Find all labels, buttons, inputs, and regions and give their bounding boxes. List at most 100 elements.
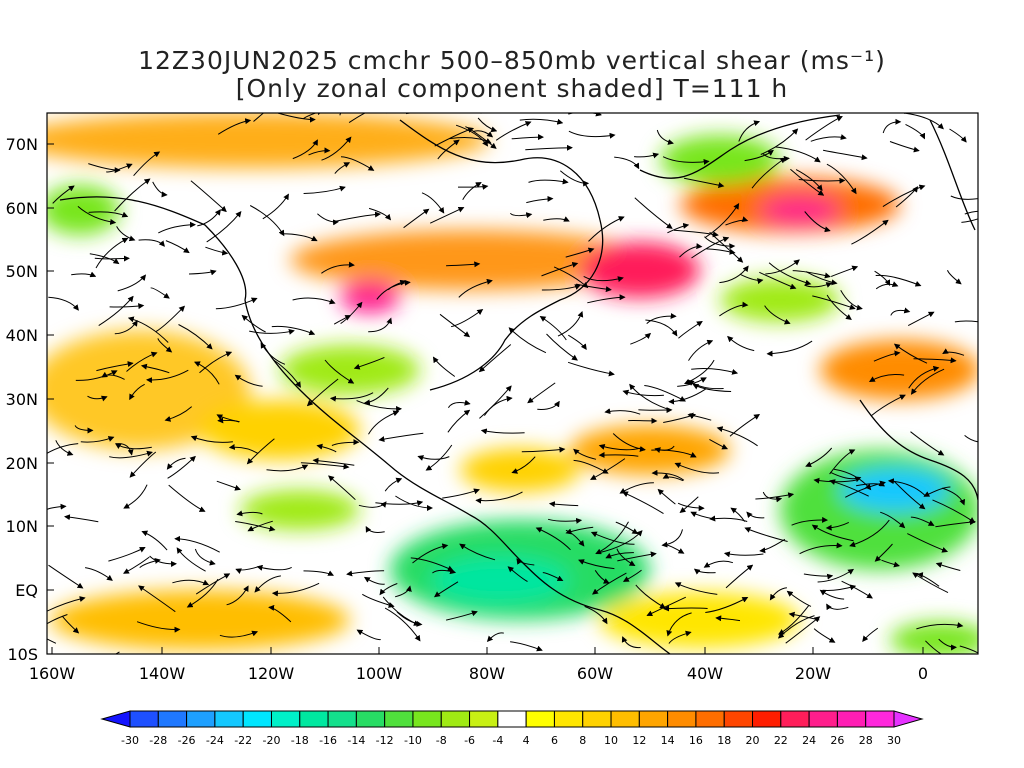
streamline bbox=[961, 218, 978, 223]
streamline bbox=[692, 384, 732, 392]
streamline bbox=[292, 297, 336, 305]
streamline bbox=[725, 216, 749, 226]
streamline bbox=[805, 447, 833, 467]
streamline bbox=[365, 526, 385, 533]
colorbar-low-arrow bbox=[100, 710, 131, 728]
colorbar-swatch bbox=[469, 710, 499, 728]
streamline bbox=[954, 320, 978, 323]
latitude-tick-label: 20N bbox=[6, 454, 38, 473]
streamline bbox=[136, 621, 181, 633]
streamline bbox=[890, 307, 911, 316]
longitude-tick-label: 160W bbox=[29, 664, 76, 683]
streamline bbox=[117, 274, 147, 292]
streamline bbox=[823, 149, 868, 161]
streamline bbox=[114, 651, 120, 654]
colorbar-swatch bbox=[242, 710, 272, 728]
streamline bbox=[246, 438, 275, 465]
streamline bbox=[616, 548, 636, 566]
streamline bbox=[335, 211, 381, 222]
streamline bbox=[442, 488, 480, 499]
streamline bbox=[910, 516, 935, 526]
colorbar-swatch bbox=[865, 710, 895, 728]
streamline bbox=[87, 395, 108, 402]
colorbar-swatch bbox=[440, 710, 471, 728]
streamline bbox=[881, 559, 900, 568]
streamline bbox=[719, 265, 749, 284]
streamline bbox=[199, 351, 233, 374]
streamline bbox=[382, 596, 420, 626]
colorbar-tick-label: -10 bbox=[404, 734, 422, 747]
colorbar-tick-label: -8 bbox=[436, 734, 447, 747]
streamline bbox=[193, 361, 220, 385]
streamline bbox=[521, 446, 566, 453]
map-frame bbox=[46, 112, 979, 655]
streamline bbox=[916, 622, 964, 630]
streamline bbox=[384, 477, 403, 492]
streamline bbox=[206, 211, 242, 243]
streamline bbox=[510, 641, 543, 652]
streamline bbox=[379, 583, 398, 596]
streamline bbox=[588, 216, 625, 242]
streamline bbox=[935, 562, 961, 571]
streamline bbox=[109, 450, 153, 459]
streamline bbox=[483, 395, 513, 416]
streamline bbox=[71, 271, 97, 278]
streamline bbox=[874, 270, 891, 286]
streamline bbox=[769, 587, 787, 601]
streamline bbox=[829, 449, 856, 475]
streamline bbox=[174, 535, 220, 553]
streamline bbox=[292, 139, 318, 160]
streamline bbox=[129, 383, 145, 401]
streamline bbox=[744, 149, 774, 162]
streamline bbox=[368, 207, 392, 221]
streamline bbox=[803, 573, 834, 580]
longitude-tick-label: 0 bbox=[918, 664, 928, 683]
streamline bbox=[47, 503, 67, 510]
streamline bbox=[826, 163, 857, 195]
colorbar-swatch bbox=[270, 710, 301, 728]
streamline bbox=[871, 394, 906, 416]
streamline bbox=[457, 183, 489, 190]
streamline bbox=[85, 567, 113, 581]
streamline bbox=[774, 146, 821, 163]
streamline bbox=[679, 243, 703, 258]
streamline bbox=[535, 527, 571, 551]
streamline bbox=[874, 543, 893, 562]
streamline bbox=[77, 206, 117, 225]
streamline bbox=[321, 136, 352, 161]
streamline bbox=[543, 216, 570, 222]
streamline bbox=[759, 271, 797, 290]
streamline bbox=[465, 126, 497, 149]
streamline bbox=[303, 185, 346, 194]
streamline bbox=[348, 113, 367, 124]
streamline bbox=[194, 548, 216, 566]
streamline bbox=[687, 379, 724, 390]
streamline bbox=[139, 557, 161, 568]
streamline bbox=[705, 203, 740, 238]
longitude-tick-label: 100W bbox=[356, 664, 403, 683]
streamline bbox=[905, 123, 926, 140]
colorbar-swatch bbox=[752, 710, 782, 728]
streamline bbox=[478, 344, 512, 373]
streamline bbox=[677, 502, 705, 512]
streamline bbox=[526, 195, 554, 204]
streamline bbox=[791, 516, 829, 526]
colorbar-tick-label: 20 bbox=[746, 734, 760, 747]
streamline bbox=[433, 581, 459, 598]
latitude-tick-label: 70N bbox=[6, 135, 38, 154]
streamline bbox=[704, 236, 736, 250]
streamline bbox=[755, 492, 795, 500]
streamline bbox=[590, 531, 635, 545]
streamline bbox=[234, 374, 263, 387]
streamline bbox=[495, 121, 532, 141]
streamline bbox=[47, 638, 57, 644]
streamline bbox=[882, 184, 926, 208]
streamline bbox=[480, 428, 525, 435]
streamline bbox=[786, 590, 812, 607]
streamline bbox=[114, 320, 138, 335]
streamline bbox=[48, 564, 84, 589]
streamline bbox=[568, 334, 587, 351]
streamline bbox=[942, 348, 965, 356]
streamline bbox=[622, 569, 642, 582]
streamline bbox=[907, 311, 935, 327]
